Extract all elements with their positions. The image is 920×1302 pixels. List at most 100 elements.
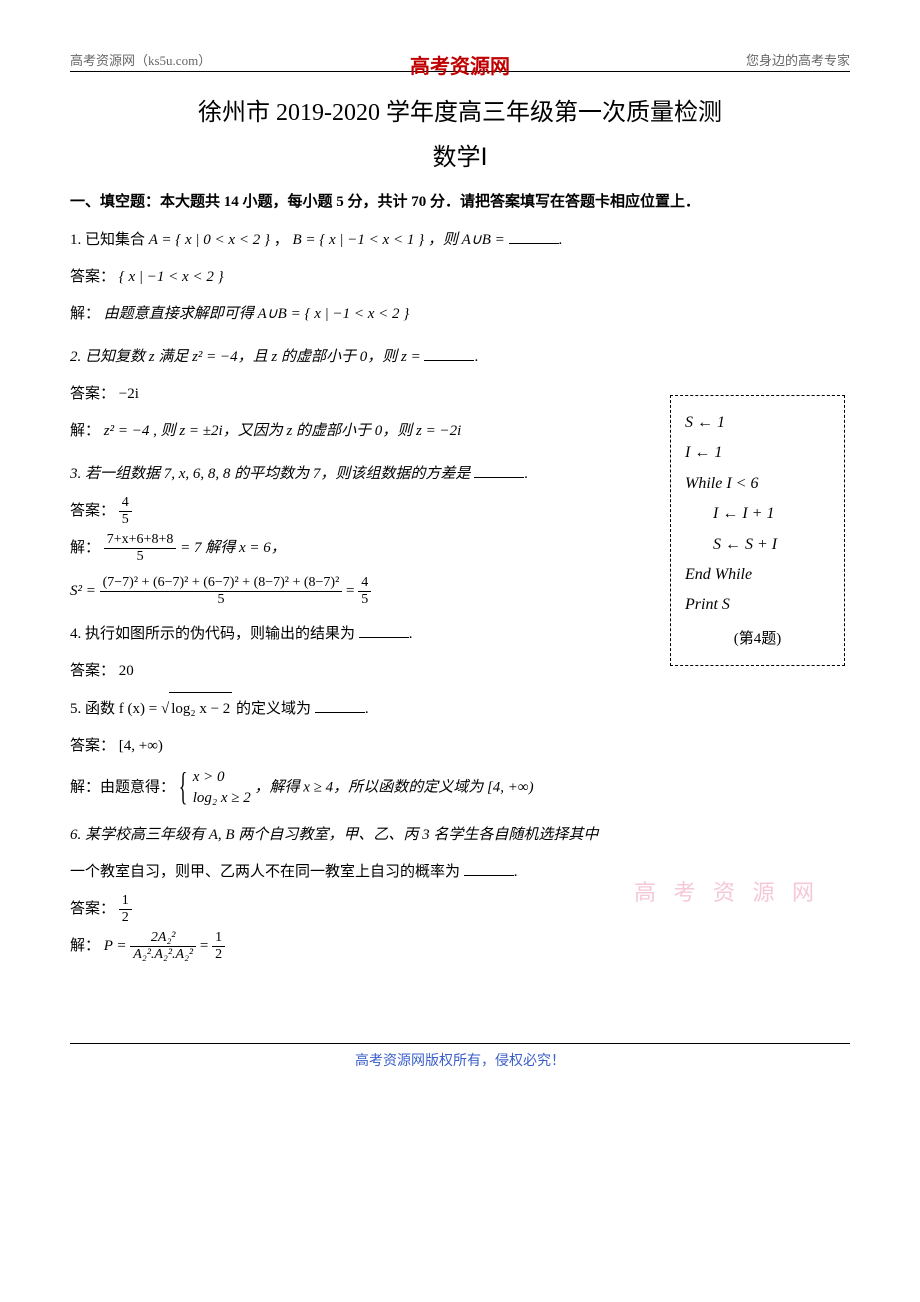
frac-den: 5 (119, 512, 132, 527)
q3-text: 3. 若一组数据 7, x, 6, 8, 8 的平均数为 7，则该组数据的方差是 (70, 466, 470, 482)
q6-solution: 解： P = 2A₂² A₂².A₂².A₂² = 1 2 (70, 930, 850, 963)
q1-sol: 由题意直接求解即可得 A∪B = { x | −1 < x < 2 } (104, 306, 409, 322)
pseudo-line-4: I ← I + 1 (685, 499, 830, 529)
q6-line1: 6. 某学校高三年级有 A, B 两个自习教室，甲、乙、丙 3 名学生各自随机选… (70, 827, 598, 843)
q3-solution-2: S² = (7−7)² + (6−7)² + (6−7)² + (8−7)² +… (70, 575, 610, 608)
q4-answer: 20 (119, 663, 134, 679)
frac-den: 5 (358, 592, 371, 607)
q2-text: 2. 已知复数 z 满足 z² = −4，且 z 的虚部小于 0，则 z = (70, 349, 424, 365)
q3-answer-frac: 4 5 (119, 495, 132, 527)
frac-num: 7+x+6+8+8 (104, 532, 177, 548)
q3-solution-1: 解： 7+x+6+8+8 5 = 7 解得 x = 6， (70, 532, 610, 565)
sol-label: 解：由题意得： (70, 779, 175, 795)
q6-p-frac: 2A₂² A₂².A₂².A₂² (130, 930, 196, 962)
frac-num: 4 (358, 575, 371, 591)
frac-den: 5 (100, 592, 343, 607)
pseudo-caption: (第4题) (685, 625, 830, 654)
q2-blank (424, 360, 474, 361)
question-2: 2. 已知复数 z 满足 z² = −4，且 z 的虚部小于 0，则 z = . (70, 341, 610, 374)
answer-label: 答案： (70, 386, 115, 402)
frac-num: 2A₂² (130, 930, 196, 946)
q5-tail: 的定义域为 (236, 701, 311, 717)
document-subtitle: 数学Ⅰ (70, 137, 850, 172)
pseudo-line-3: While I < 6 (685, 469, 830, 499)
q3-eq1-tail: = 7 解得 x = 6， (180, 540, 286, 556)
section-heading: 一、填空题：本大题共 14 小题，每小题 5 分，共计 70 分．请把答案填写在… (70, 190, 850, 216)
sol-label: 解： (70, 938, 100, 954)
header-right: 您身边的高考专家 (746, 50, 850, 69)
sol-label: 解： (70, 540, 100, 556)
q5-sqrt-inner: log₂ x − 2 (169, 692, 232, 726)
page-footer: 高考资源网版权所有，侵权必究！ (70, 1043, 850, 1070)
answer-label: 答案： (70, 503, 115, 519)
pseudo-line-1: S ← 1 (685, 408, 830, 438)
q2-solution: 解： z² = −4 , 则 z = ±2i，又因为 z 的虚部小于 0，则 z… (70, 415, 610, 448)
page-header: 高考资源网（ks5u.com） 高考资源网 您身边的高考专家 (70, 50, 850, 72)
q2-answer-row: 答案： −2i (70, 378, 610, 411)
q3-s2-res: 4 5 (358, 575, 371, 607)
q3-answer-row: 答案： 4 5 (70, 495, 610, 528)
q5-sol-tail: ，解得 x ≥ 4，所以函数的定义域为 [4, +∞) (255, 779, 534, 795)
question-1: 1. 已知集合 A = { x | 0 < x < 2 } ， B = { x … (70, 224, 850, 257)
question-5: 5. 函数 f (x) = log₂ x − 2 的定义域为 . (70, 692, 850, 726)
q5-blank (315, 712, 365, 713)
q5-prefix: 5. 函数 f (x) = (70, 701, 161, 717)
frac-den: 2 (212, 947, 225, 962)
s2-var: S² = (70, 583, 100, 599)
q2-sol: z² = −4 , 则 z = ±2i，又因为 z 的虚部小于 0，则 z = … (104, 423, 462, 439)
header-left: 高考资源网（ks5u.com） (70, 50, 211, 69)
sys-line-1: x > 0 (193, 767, 251, 788)
answer-label: 答案： (70, 738, 115, 754)
q3-eq1-frac: 7+x+6+8+8 5 (104, 532, 177, 564)
q6-p-res: 1 2 (212, 930, 225, 962)
frac-num: 1 (119, 893, 132, 909)
q1-setB: B = { x | −1 < x < 1 } (292, 232, 424, 248)
document-page: 高考资源网（ks5u.com） 高考资源网 您身边的高考专家 徐州市 2019-… (0, 0, 920, 1110)
q6-blank (464, 875, 514, 876)
sqrt-icon: log₂ x − 2 (161, 692, 232, 726)
pseudo-line-7: Print S (685, 590, 830, 620)
q5-system: x > 0 log₂ x ≥ 2 (179, 767, 251, 809)
q5-answer: [4, +∞) (119, 738, 163, 754)
frac-den: 5 (104, 549, 177, 564)
document-title: 徐州市 2019-2020 学年度高三年级第一次质量检测 (70, 92, 850, 127)
pseudo-line-5: S ← S + I (685, 530, 830, 560)
q1-blank (509, 243, 559, 244)
question-3: 3. 若一组数据 7, x, 6, 8, 8 的平均数为 7，则该组数据的方差是… (70, 458, 610, 491)
q5-solution: 解：由题意得： x > 0 log₂ x ≥ 2 ，解得 x ≥ 4，所以函数的… (70, 767, 850, 809)
frac-den: 2 (119, 910, 132, 925)
frac-num: 4 (119, 495, 132, 511)
answer-label: 答案： (70, 663, 115, 679)
q1-answer-row: 答案： { x | −1 < x < 2 } (70, 261, 850, 294)
q3-s2-frac: (7−7)² + (6−7)² + (6−7)² + (8−7)² + (8−7… (100, 575, 343, 607)
q2-answer: −2i (119, 386, 139, 402)
q6-answer-row: 答案： 1 2 (70, 893, 850, 926)
q4-blank (359, 637, 409, 638)
q6-line2: 一个教室自习，则甲、乙两人不在同一教室上自习的概率为 (70, 864, 460, 880)
question-6-line2: 一个教室自习，则甲、乙两人不在同一教室上自习的概率为 . (70, 856, 850, 889)
p-var: P = (104, 938, 131, 954)
pseudocode-box: S ← 1 I ← 1 While I < 6 I ← I + 1 S ← S … (670, 395, 845, 666)
frac-num: 1 (212, 930, 225, 946)
answer-label: 答案： (70, 269, 115, 285)
q6-p-eq: = (200, 938, 212, 954)
q1-answer: { x | −1 < x < 2 } (119, 269, 224, 285)
q1-prefix: 1. 已知集合 (70, 232, 149, 248)
q6-answer-frac: 1 2 (119, 893, 132, 925)
q3-s2-eq: = (346, 583, 358, 599)
header-center-logo: 高考资源网 (410, 50, 510, 79)
frac-den: A₂².A₂².A₂² (130, 947, 196, 962)
sol-label: 解： (70, 423, 100, 439)
q4-text: 4. 执行如图所示的伪代码，则输出的结果为 (70, 626, 355, 642)
q1-solution: 解： 由题意直接求解即可得 A∪B = { x | −1 < x < 2 } (70, 298, 850, 331)
q1-setA: A = { x | 0 < x < 2 } (149, 232, 270, 248)
pseudo-line-2: I ← 1 (685, 438, 830, 468)
frac-num: (7−7)² + (6−7)² + (6−7)² + (8−7)² + (8−7… (100, 575, 343, 591)
q3-blank (474, 477, 524, 478)
q1-tail: ，则 A∪B = (428, 232, 509, 248)
pseudo-line-6: End While (685, 560, 830, 590)
sol-label: 解： (70, 306, 100, 322)
q1-sep: ， (274, 232, 289, 248)
answer-label: 答案： (70, 901, 115, 917)
sys-line-2: log₂ x ≥ 2 (193, 788, 251, 809)
